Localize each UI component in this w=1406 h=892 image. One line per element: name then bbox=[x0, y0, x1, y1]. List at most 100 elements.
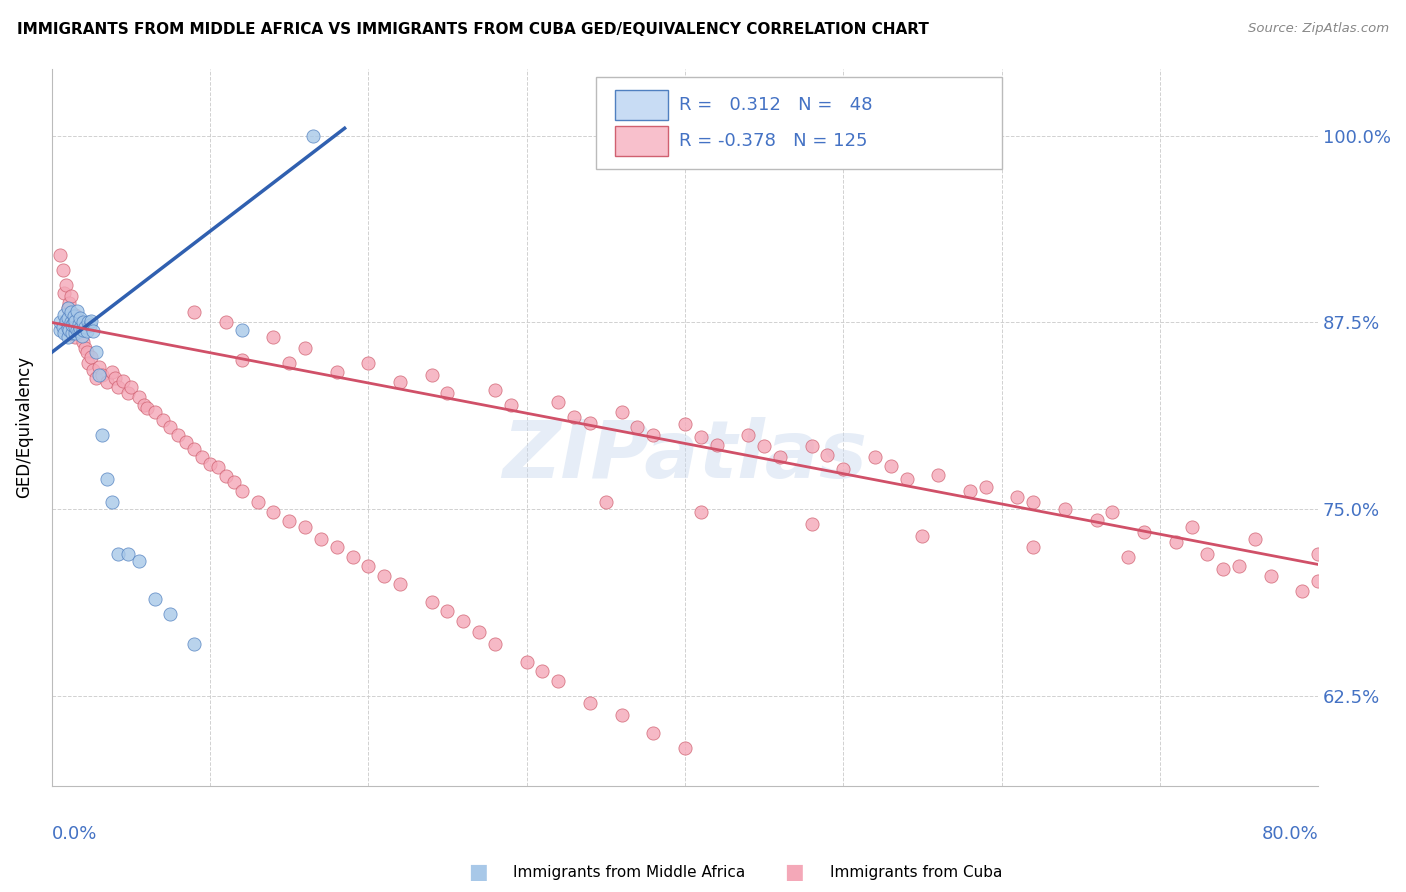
Point bbox=[91, 427, 114, 442]
Point bbox=[77, 356, 100, 370]
Point bbox=[388, 577, 411, 591]
Point bbox=[468, 624, 491, 639]
Point bbox=[67, 317, 90, 331]
FancyBboxPatch shape bbox=[616, 90, 668, 120]
Point bbox=[896, 472, 918, 486]
Point bbox=[1101, 505, 1123, 519]
Point bbox=[73, 320, 96, 334]
Point bbox=[815, 449, 838, 463]
Point bbox=[65, 326, 87, 340]
Point bbox=[626, 420, 648, 434]
Point bbox=[484, 637, 506, 651]
Point bbox=[84, 370, 107, 384]
Point bbox=[357, 558, 380, 573]
Point bbox=[183, 305, 205, 319]
Text: R = -0.378   N = 125: R = -0.378 N = 125 bbox=[679, 132, 868, 150]
Point bbox=[56, 330, 79, 344]
Point bbox=[436, 604, 458, 618]
Point bbox=[143, 405, 166, 419]
Point bbox=[562, 409, 585, 424]
Point bbox=[56, 310, 79, 325]
Point bbox=[357, 356, 380, 370]
Point bbox=[294, 341, 316, 355]
Point bbox=[53, 285, 76, 300]
Point bbox=[689, 430, 711, 444]
Point bbox=[1308, 574, 1330, 588]
Point bbox=[107, 547, 129, 561]
Point bbox=[547, 673, 569, 688]
Text: ■: ■ bbox=[468, 863, 488, 882]
Point bbox=[215, 316, 238, 330]
Point bbox=[262, 505, 284, 519]
Point bbox=[420, 368, 443, 382]
Point bbox=[107, 380, 129, 394]
Point bbox=[752, 440, 775, 454]
Point bbox=[48, 248, 70, 262]
Point bbox=[67, 316, 90, 330]
Point bbox=[927, 467, 949, 482]
Y-axis label: GED/Equivalency: GED/Equivalency bbox=[15, 356, 32, 498]
Point bbox=[832, 462, 855, 476]
Point bbox=[531, 664, 554, 678]
Point bbox=[65, 314, 87, 328]
Point bbox=[800, 440, 823, 454]
Point bbox=[643, 427, 665, 442]
Point bbox=[1007, 490, 1029, 504]
Point bbox=[60, 310, 83, 325]
Text: R =   0.312   N =   48: R = 0.312 N = 48 bbox=[679, 96, 872, 114]
Point bbox=[70, 320, 93, 334]
Point bbox=[516, 655, 538, 669]
Point bbox=[132, 398, 155, 412]
Point bbox=[56, 314, 79, 328]
Text: Immigrants from Cuba: Immigrants from Cuba bbox=[830, 865, 1002, 880]
Point bbox=[183, 442, 205, 457]
Point bbox=[96, 375, 118, 389]
Point bbox=[104, 370, 127, 384]
Point bbox=[73, 341, 96, 355]
Point bbox=[120, 380, 142, 394]
Text: IMMIGRANTS FROM MIDDLE AFRICA VS IMMIGRANTS FROM CUBA GED/EQUIVALENCY CORRELATIO: IMMIGRANTS FROM MIDDLE AFRICA VS IMMIGRA… bbox=[17, 22, 929, 37]
Point bbox=[595, 494, 617, 508]
Point bbox=[579, 416, 602, 430]
Point bbox=[231, 352, 253, 367]
Point bbox=[66, 303, 89, 318]
Point bbox=[167, 427, 190, 442]
Point bbox=[72, 323, 94, 337]
Point bbox=[1291, 584, 1313, 599]
FancyBboxPatch shape bbox=[616, 126, 668, 156]
Point bbox=[499, 398, 522, 412]
Text: Immigrants from Middle Africa: Immigrants from Middle Africa bbox=[513, 865, 745, 880]
Point bbox=[66, 323, 89, 337]
Point bbox=[643, 726, 665, 740]
FancyBboxPatch shape bbox=[596, 77, 1001, 169]
Point bbox=[183, 637, 205, 651]
Point bbox=[67, 325, 90, 339]
Point bbox=[863, 450, 886, 464]
Point bbox=[72, 334, 94, 349]
Point bbox=[65, 320, 87, 334]
Point bbox=[673, 417, 696, 431]
Point bbox=[52, 263, 75, 277]
Point bbox=[325, 365, 347, 379]
Point bbox=[1227, 558, 1250, 573]
Point bbox=[325, 540, 347, 554]
Point bbox=[82, 325, 104, 339]
Point bbox=[58, 323, 80, 337]
Point bbox=[79, 318, 101, 333]
Point bbox=[70, 329, 93, 343]
Point bbox=[80, 314, 103, 328]
Point bbox=[302, 128, 325, 143]
Point bbox=[484, 383, 506, 397]
Point bbox=[262, 330, 284, 344]
Text: 0.0%: 0.0% bbox=[52, 825, 97, 843]
Point bbox=[1022, 540, 1045, 554]
Point bbox=[1180, 520, 1202, 534]
Point bbox=[610, 405, 633, 419]
Point bbox=[959, 484, 981, 499]
Point bbox=[65, 330, 87, 344]
Point bbox=[63, 310, 86, 324]
Point bbox=[547, 394, 569, 409]
Point bbox=[77, 316, 100, 330]
Point bbox=[1212, 562, 1234, 576]
Point bbox=[63, 318, 86, 333]
